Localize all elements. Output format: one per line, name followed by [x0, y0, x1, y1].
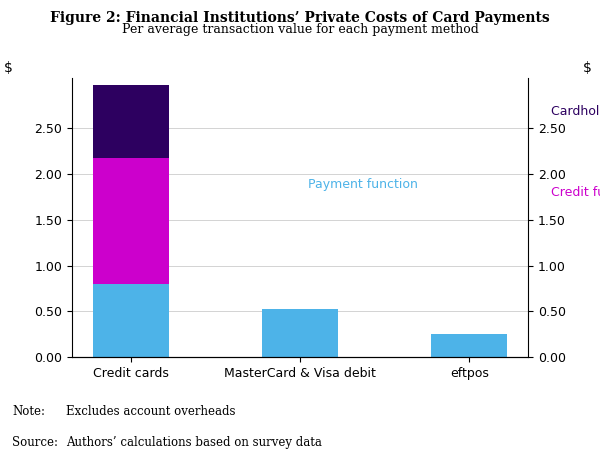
Bar [431, 334, 507, 357]
Text: Source:: Source: [12, 436, 58, 449]
Bar [93, 284, 169, 357]
Text: Figure 2: Financial Institutions’ Private Costs of Card Payments: Figure 2: Financial Institutions’ Privat… [50, 11, 550, 26]
Text: Note:: Note: [12, 405, 45, 418]
Text: $: $ [4, 61, 13, 75]
Text: $: $ [583, 61, 592, 75]
Bar [262, 309, 338, 357]
Text: Per average transaction value for each payment method: Per average transaction value for each p… [122, 23, 478, 36]
Text: Credit function: Credit function [551, 186, 600, 199]
Text: Payment function: Payment function [308, 178, 418, 191]
Bar [93, 158, 169, 284]
Bar [93, 85, 169, 158]
Text: Cardholder rewards: Cardholder rewards [551, 105, 600, 118]
Text: Excludes account overheads: Excludes account overheads [66, 405, 235, 418]
Text: Authors’ calculations based on survey data: Authors’ calculations based on survey da… [66, 436, 322, 449]
